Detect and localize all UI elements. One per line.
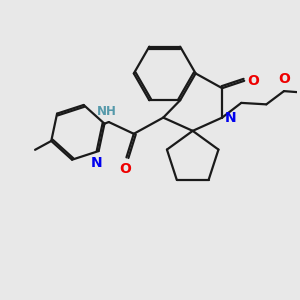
Text: O: O bbox=[119, 162, 131, 176]
Text: N: N bbox=[91, 156, 102, 170]
Text: O: O bbox=[247, 74, 259, 88]
Text: O: O bbox=[278, 72, 290, 86]
Text: NH: NH bbox=[98, 105, 117, 118]
Text: N: N bbox=[224, 111, 236, 124]
